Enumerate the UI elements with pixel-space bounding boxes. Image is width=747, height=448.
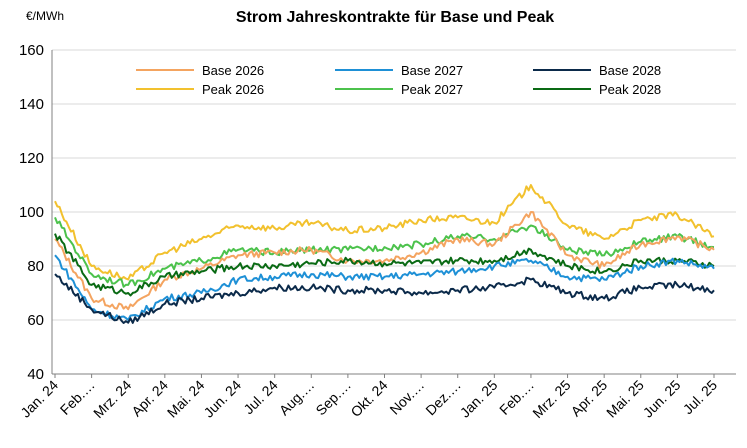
x-tick-label: Jan. 24: [17, 377, 61, 421]
x-tick-label: Sep.…: [312, 377, 354, 419]
x-tick-label: Apr. 25: [568, 377, 611, 420]
y-tick-label: 100: [19, 204, 44, 221]
x-tick-label: Jun. 25: [640, 377, 684, 421]
x-tick-label: Apr. 24: [128, 377, 171, 420]
series-lines: [54, 184, 715, 324]
series-line-base-2028: [54, 273, 715, 324]
y-tick-label: 120: [19, 150, 44, 167]
y-unit-label: €/MWh: [26, 9, 64, 23]
legend: Base 2026 Base 2027 Base 2028 Peak 2026 Peak…: [136, 63, 661, 97]
y-tick-labels: 40 60 80 100 120 140 160: [19, 42, 44, 383]
x-tick-label: Okt. 24: [347, 377, 390, 420]
y-tick-label: 140: [19, 96, 44, 113]
x-tick-label: Aug.…: [276, 377, 318, 419]
legend-label: Peak 2026: [202, 82, 264, 97]
legend-label: Peak 2027: [401, 82, 463, 97]
x-tick-label: Jul. 25: [680, 377, 721, 418]
legend-label: Base 2026: [202, 63, 264, 78]
gridlines: [52, 49, 736, 321]
x-tick-label: Mrz. 24: [90, 377, 134, 421]
series-line-peak-2026: [54, 184, 715, 281]
x-tick-label: Jan. 25: [457, 377, 501, 421]
series-line-base-2026: [54, 211, 715, 311]
series-line-peak-2027: [54, 217, 715, 288]
y-tick-label: 80: [27, 258, 44, 275]
y-tick-label: 160: [19, 42, 44, 59]
series-line-base-2027: [54, 254, 715, 321]
x-tick-label: Jun. 24: [200, 377, 244, 421]
legend-label: Peak 2028: [599, 82, 661, 97]
legend-label: Base 2027: [401, 63, 463, 78]
x-tick-label: Mrz. 25: [529, 377, 573, 421]
x-tick-label: Nov.…: [386, 377, 427, 418]
legend-label: Base 2028: [599, 63, 661, 78]
axes: [51, 50, 736, 375]
x-tick-label: Dez.…: [422, 377, 464, 419]
x-tick-label: Jul. 24: [240, 377, 281, 418]
x-tick-label: Mai. 24: [164, 377, 208, 421]
chart-title: Strom Jahreskontrakte für Base und Peak: [236, 9, 554, 26]
y-tick-label: 40: [27, 366, 44, 383]
x-tick-label: Mai. 25: [603, 377, 647, 421]
y-tick-label: 60: [27, 312, 44, 329]
series-line-peak-2028: [54, 233, 715, 297]
